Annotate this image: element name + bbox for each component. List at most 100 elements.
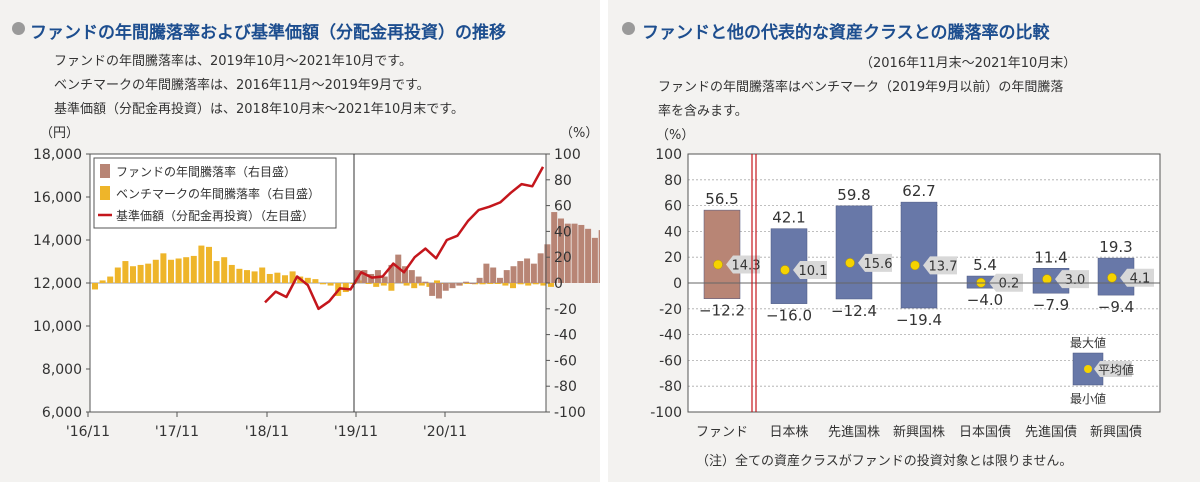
average-value-label: 4.1 [1130,272,1151,287]
right-tick-label: -100 [554,405,586,421]
x-tick-label: '16/11 [66,424,110,440]
left-note-1: ファンドの年間騰落率は、2019年10月～2021年10月です。 [54,54,412,69]
benchmark-bar [540,283,547,286]
fund-bar [476,277,483,283]
right-tick-label: 80 [554,173,572,189]
benchmark-bar [152,259,159,283]
benchmark-bar [160,253,167,283]
min-value-label: −4.0 [967,291,1003,309]
fund-bar [381,276,388,283]
y-tick-label: -100 [650,405,682,421]
benchmark-bar [130,266,136,283]
average-marker [1107,272,1117,283]
benchmark-bar [183,257,190,283]
fund-bar [456,283,463,286]
fund-bar [551,212,558,283]
benchmark-bar [228,264,235,283]
average-value-label: 0.2 [999,277,1020,292]
benchmark-bar [327,283,334,286]
min-value-label: −19.4 [896,311,942,329]
right-tick-label: 20 [554,250,572,266]
average-value-label: 13.7 [929,259,958,274]
right-tick-label: 40 [554,224,572,240]
y-tick-label: 80 [664,173,682,189]
fund-bar [463,281,470,283]
average-callout [923,256,957,275]
benchmark-bar [320,283,326,285]
benchmark-bar [411,283,418,289]
right-tick-label: -60 [554,353,577,369]
right-period: （2016年11月末～2021年10月末） [860,56,1077,71]
benchmark-bar [510,283,516,289]
left-tick-label: 8,000 [42,362,82,378]
average-value-label: 3.0 [1065,273,1086,288]
right-tick-label: 60 [554,199,572,215]
fund-bar [415,276,422,283]
fund-bar [496,277,503,283]
y-tick-label: -60 [659,353,682,369]
benchmark-bar [168,259,174,283]
max-value-label: 42.1 [772,209,805,227]
legend-fund-label: ファンドの年間騰落率（右目盛） [116,164,296,179]
fund-bar [388,264,395,283]
left-chart: 6,000 8,000 10,000 12,000 14,000 16,000 18,000… [33,147,600,440]
left-tick-label: 6,000 [42,405,82,421]
right-tick-label: -20 [554,302,577,318]
benchmark-bar [92,283,98,290]
benchmark-bar [274,272,281,283]
fund-bar [490,267,497,283]
fund-bar [483,263,490,283]
left-chart-title: ファンドの年間騰落率および基準価額（分配金再投資）の推移 [30,23,506,43]
benchmark-bar [213,261,220,283]
y-tick-label: 40 [664,224,682,240]
fund-bar [429,283,436,296]
fund-bar [571,223,578,283]
benchmark-bar [388,283,395,291]
right-axis-unit: （%） [656,128,695,143]
fund-bar [598,230,600,283]
legend-nav-label: 基準価額（分配金再投資）（左目盛） [116,208,314,223]
range-bar [835,205,873,300]
fund-bar [537,253,544,283]
fund-bar [530,263,537,283]
fund-bar [517,261,524,283]
right-tick-label: 0 [554,276,563,292]
left-note-3: 基準価額（分配金再投資）は、2018年10月末～2021年10月末です。 [54,102,464,117]
benchmark-bar [190,255,197,283]
y-tick-label: -40 [659,328,682,344]
fund-bar [524,258,531,283]
max-value-label: 5.4 [973,256,997,274]
fund-bar [503,270,510,283]
fund-bar [435,283,442,299]
benchmark-bar [502,283,509,286]
fund-bar [449,283,456,289]
category-label: 先進国債 [1025,425,1077,440]
left-panel: ファンドの年間騰落率および基準価額（分配金再投資）の推移 ファンドの年間騰落率は… [0,0,600,482]
benchmark-bar [236,268,243,283]
benchmark-bar [403,283,410,286]
legend-average-marker [1084,365,1092,373]
x-tick-label: '17/11 [155,424,199,440]
fund-bar [578,224,585,283]
right-plot-frame [687,153,1161,413]
benchmark-bar [175,258,182,283]
footnote: （注）全ての資産クラスがファンドの投資対象とは限りません。 [696,454,1073,469]
category-label: 新興国債 [1090,424,1142,440]
benchmark-bar [373,283,380,287]
max-value-label: 11.4 [1034,248,1067,266]
fund-bar [557,218,564,283]
fund-bar [510,266,517,283]
average-marker [845,258,855,268]
max-value-label: 59.8 [837,186,870,204]
nav-line [264,166,545,311]
benchmark-bar [532,283,539,285]
x-tick-label: '18/11 [245,424,289,440]
left-tick-label: 16,000 [33,190,82,206]
benchmark-bar [114,267,121,283]
right-note-line-1: ファンドの年間騰落率はベンチマーク（2019年9月以前）の年間騰落 [658,80,1064,95]
benchmark-bar [206,246,212,283]
benchmark-bar [145,263,152,283]
right-axis-unit: （%） [560,126,599,141]
average-marker [780,265,790,275]
left-tick-label: 14,000 [33,233,82,249]
